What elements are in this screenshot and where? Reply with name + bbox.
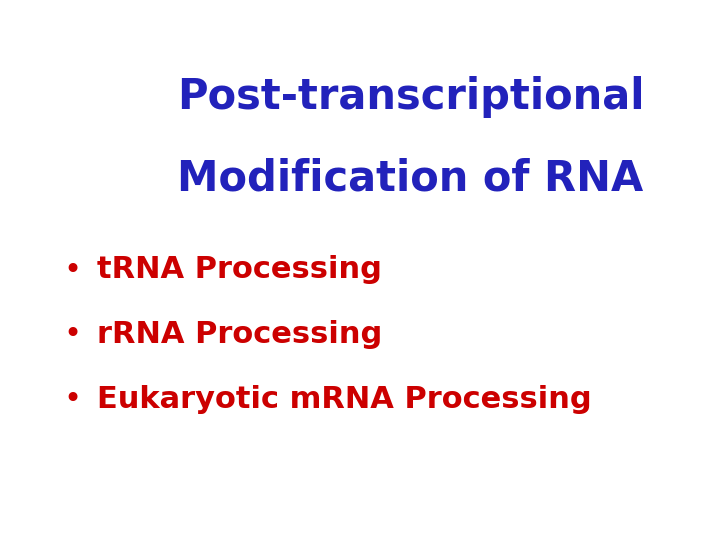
Text: Eukaryotic mRNA Processing: Eukaryotic mRNA Processing (97, 385, 592, 414)
Text: •: • (63, 320, 81, 349)
Text: rRNA Processing: rRNA Processing (97, 320, 382, 349)
Text: Post-transcriptional: Post-transcriptional (176, 76, 644, 118)
Text: •: • (63, 255, 81, 285)
Text: Modification of RNA: Modification of RNA (177, 157, 644, 199)
Text: •: • (63, 385, 81, 414)
Text: tRNA Processing: tRNA Processing (97, 255, 382, 285)
